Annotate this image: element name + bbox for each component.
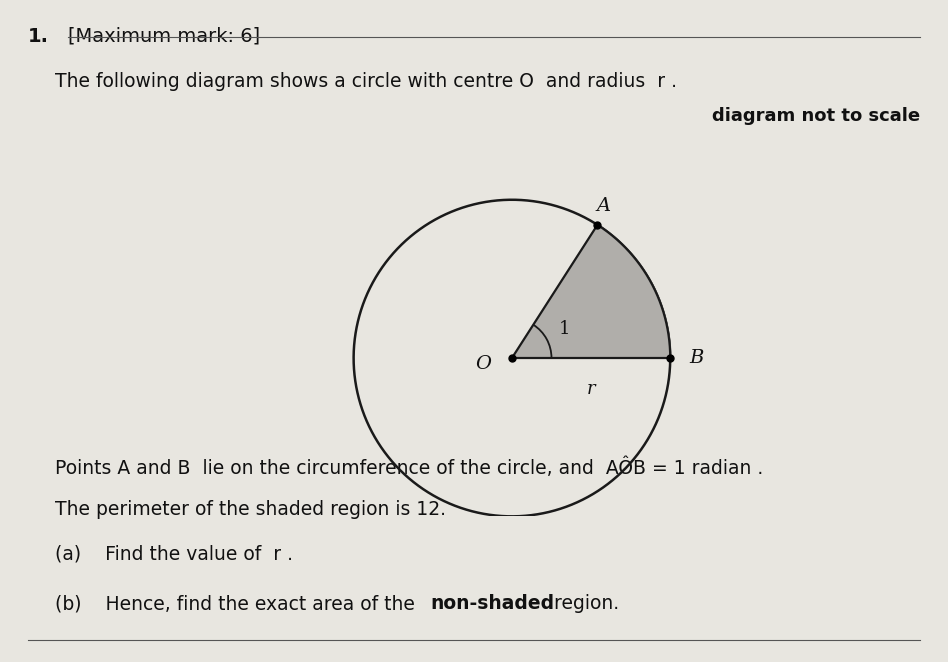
Text: 1: 1: [559, 320, 571, 338]
Text: non-shaded: non-shaded: [430, 594, 555, 613]
Text: region.: region.: [548, 594, 619, 613]
Polygon shape: [512, 225, 670, 358]
Text: The following diagram shows a circle with centre O  and radius  r .: The following diagram shows a circle wit…: [55, 72, 677, 91]
Text: A: A: [596, 197, 611, 215]
Text: 1.: 1.: [28, 27, 49, 46]
Text: The perimeter of the shaded region is 12.: The perimeter of the shaded region is 12…: [55, 500, 446, 519]
Text: (b)    Hence, find the exact area of the: (b) Hence, find the exact area of the: [55, 594, 427, 613]
Text: O: O: [475, 355, 491, 373]
Text: Points A and B  lie on the circumference of the circle, and  AÔB = 1 radian .: Points A and B lie on the circumference …: [55, 457, 763, 477]
Text: [Maximum mark: 6]: [Maximum mark: 6]: [68, 27, 260, 46]
Text: (a)    Find the value of  r .: (a) Find the value of r .: [55, 544, 293, 563]
Text: B: B: [689, 349, 703, 367]
Text: r: r: [587, 380, 595, 399]
Text: diagram not to scale: diagram not to scale: [712, 107, 920, 125]
